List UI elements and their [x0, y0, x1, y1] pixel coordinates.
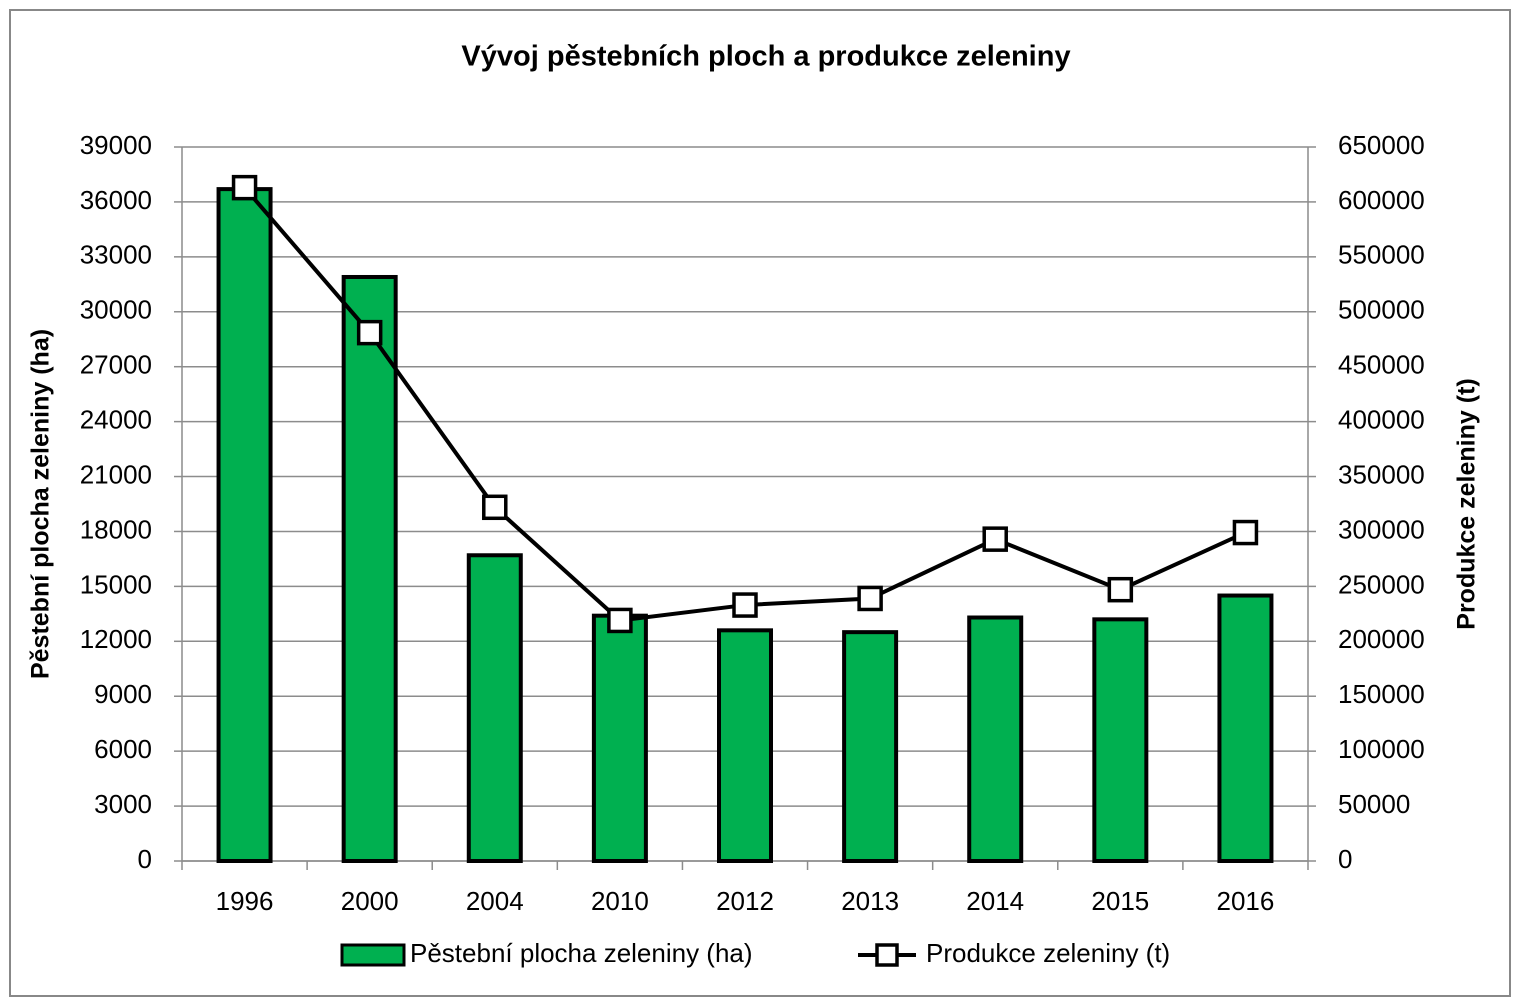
y2-tick-label: 300000 — [1338, 514, 1425, 544]
line-marker — [607, 607, 633, 634]
y2-tick-label: 50000 — [1338, 789, 1410, 819]
bar — [717, 628, 773, 863]
y2-tick-label: 600000 — [1338, 185, 1425, 215]
y-tick-label: 24000 — [80, 404, 152, 434]
x-tick-label: 2013 — [841, 886, 899, 916]
y-axis-title: Pěstební plocha zeleniny (ha) — [27, 329, 55, 679]
legend-swatch — [340, 943, 406, 967]
x-tick-label: 2010 — [591, 886, 649, 916]
y2-tick-label: 350000 — [1338, 459, 1425, 489]
bar — [341, 274, 398, 863]
bar — [967, 615, 1024, 863]
y2-axis-title: Produkce zeleniny (t) — [1453, 378, 1481, 629]
x-tick-label: 2015 — [1091, 886, 1149, 916]
x-tick-label: 2016 — [1217, 886, 1275, 916]
line-marker — [982, 526, 1008, 552]
bar — [591, 613, 648, 864]
y-tick-label: 9000 — [94, 679, 152, 709]
y-tick-label: 18000 — [80, 514, 152, 544]
line-marker — [1107, 576, 1134, 603]
y-tick-label: 6000 — [94, 734, 152, 764]
bar — [842, 630, 899, 864]
y2-tick-label: 450000 — [1338, 350, 1425, 380]
y-tick-label: 15000 — [80, 569, 152, 599]
bar — [216, 187, 273, 864]
x-tick-label: 2004 — [466, 886, 524, 916]
y2-tick-label: 550000 — [1338, 240, 1425, 270]
y-tick-label: 3000 — [94, 789, 152, 819]
chart-title: Vývoj pěstebních ploch a produkce zeleni… — [461, 41, 1070, 73]
line-marker — [231, 174, 258, 201]
y2-tick-label: 400000 — [1338, 404, 1425, 434]
y-tick-label: 27000 — [80, 350, 152, 380]
y-tick-label: 21000 — [80, 459, 152, 489]
legend-label: Produkce zeleniny (t) — [926, 938, 1170, 968]
y2-tick-label: 500000 — [1338, 295, 1425, 325]
bar — [466, 553, 523, 863]
y2-tick-label: 200000 — [1338, 624, 1425, 654]
y2-tick-label: 650000 — [1338, 130, 1425, 160]
y-tick-label: 36000 — [80, 185, 152, 215]
x-tick-label: 2012 — [716, 886, 774, 916]
line-marker — [482, 494, 508, 521]
x-tick-label: 2000 — [341, 886, 399, 916]
line-marker — [732, 592, 758, 618]
legend-marker — [875, 943, 899, 967]
y2-tick-label: 150000 — [1338, 679, 1425, 709]
y2-tick-label: 250000 — [1338, 569, 1425, 599]
bar — [1092, 617, 1149, 863]
line-marker — [356, 319, 383, 346]
y2-tick-label: 0 — [1338, 844, 1352, 874]
bar — [1217, 593, 1274, 863]
y-tick-label: 12000 — [80, 624, 152, 654]
legend-label: Pěstební plocha zeleniny (ha) — [410, 938, 753, 968]
y-tick-label: 30000 — [80, 295, 152, 325]
y-tick-label: 0 — [138, 844, 152, 874]
line-marker — [857, 585, 883, 612]
y-tick-label: 33000 — [80, 240, 152, 270]
line-marker — [1232, 519, 1259, 546]
y-tick-label: 39000 — [80, 130, 152, 160]
x-tick-label: 1996 — [216, 886, 274, 916]
y2-tick-label: 100000 — [1338, 734, 1425, 764]
x-tick-label: 2014 — [966, 886, 1024, 916]
